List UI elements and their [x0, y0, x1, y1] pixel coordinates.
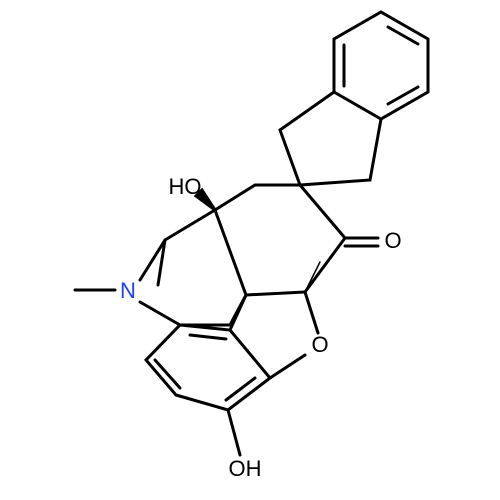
atom-label: HO: [169, 174, 202, 199]
atom-label: N: [120, 278, 136, 303]
bonds: [73, 10, 430, 457]
atom-label: O: [384, 228, 401, 253]
atom-label: O: [311, 332, 328, 357]
atom-label: OH: [229, 456, 262, 481]
